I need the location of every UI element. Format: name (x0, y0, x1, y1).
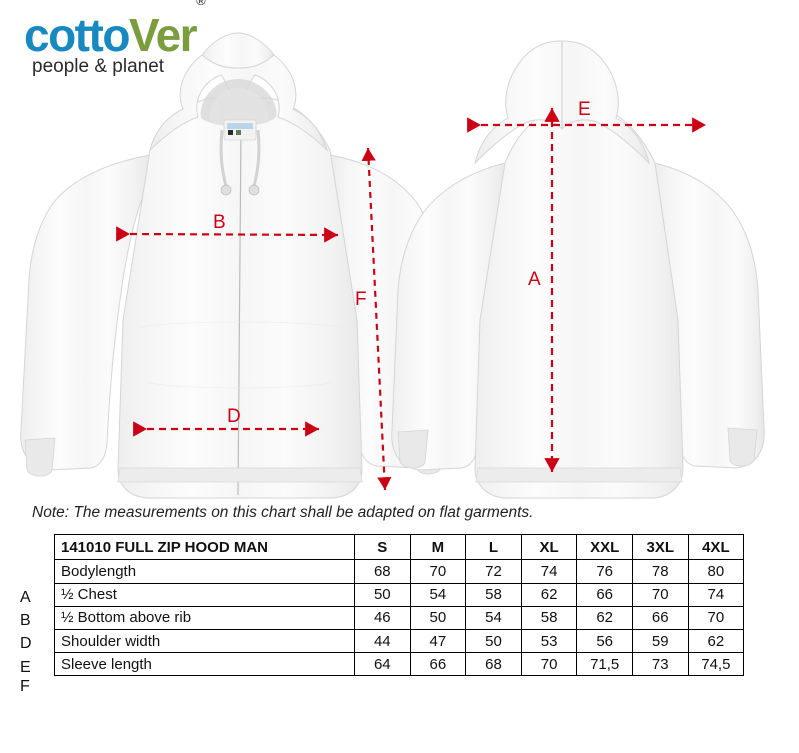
svg-text:E: E (578, 99, 591, 120)
svg-text:B: B (213, 212, 226, 233)
svg-text:F: F (355, 289, 367, 310)
svg-text:D: D (227, 406, 241, 427)
svg-text:A: A (528, 269, 541, 290)
